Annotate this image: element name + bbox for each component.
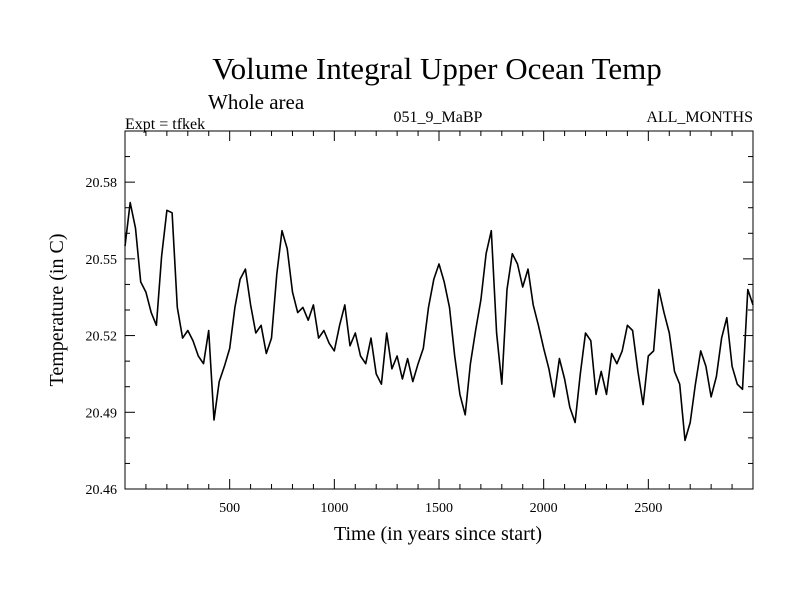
x-tick-label: 1000 [320,501,348,516]
y-tick-label: 20.58 [86,176,118,191]
run-label: 051_9_MaBP [394,109,483,126]
x-tick-label: 500 [219,501,240,516]
months-label: ALL_MONTHS [646,109,753,126]
y-tick-label: 20.49 [86,406,118,421]
x-axis-ticks: 500 1000 1500 2000 2500 [145,131,733,516]
x-axis-label: Time (in years since start) [334,523,542,545]
x-tick-label: 2000 [530,501,558,516]
chart-subtitle: Whole area [208,90,305,114]
plot-frame [124,130,754,490]
y-axis-ticks: 20.46 20.49 20.52 20.55 20.58 [86,130,753,498]
y-tick-label: 20.52 [86,330,118,345]
y-tick-label: 20.55 [86,253,118,268]
x-tick-label: 1500 [425,501,453,516]
series-line [124,201,754,442]
experiment-label: Expt = tfkek [125,116,205,133]
chart-title: Volume Integral Upper Ocean Temp [212,51,662,86]
x-tick-label: 2500 [634,501,662,516]
y-axis-label: Temperature (in C) [46,234,68,387]
y-tick-label: 20.46 [86,483,118,498]
